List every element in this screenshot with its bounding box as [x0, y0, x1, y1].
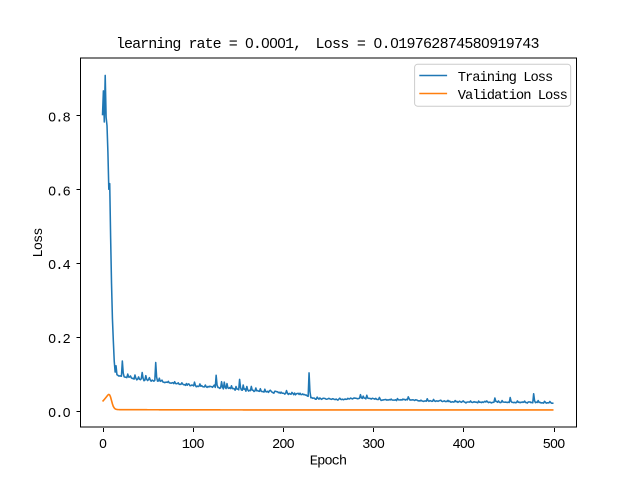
svg-text:Validation Loss: Validation Loss: [458, 88, 568, 104]
svg-text:200: 200: [272, 438, 295, 453]
svg-text:Epoch: Epoch: [310, 454, 347, 470]
svg-text:0.8: 0.8: [48, 111, 71, 126]
svg-text:Loss = 0.019762874580919743: Loss = 0.019762874580919743: [316, 36, 540, 53]
svg-text:learning rate = 0.0001,: learning rate = 0.0001,: [116, 36, 301, 53]
svg-text:300: 300: [362, 438, 385, 453]
svg-text:100: 100: [182, 438, 205, 453]
svg-text:500: 500: [543, 438, 566, 453]
svg-text:400: 400: [452, 438, 475, 453]
svg-text:0.2: 0.2: [48, 333, 71, 348]
svg-text:Loss: Loss: [32, 228, 47, 258]
svg-text:Training Loss: Training Loss: [458, 70, 553, 86]
svg-text:0.6: 0.6: [48, 185, 71, 200]
svg-text:0.4: 0.4: [48, 259, 71, 274]
svg-text:0.0: 0.0: [48, 407, 71, 422]
svg-text:0: 0: [99, 438, 107, 453]
